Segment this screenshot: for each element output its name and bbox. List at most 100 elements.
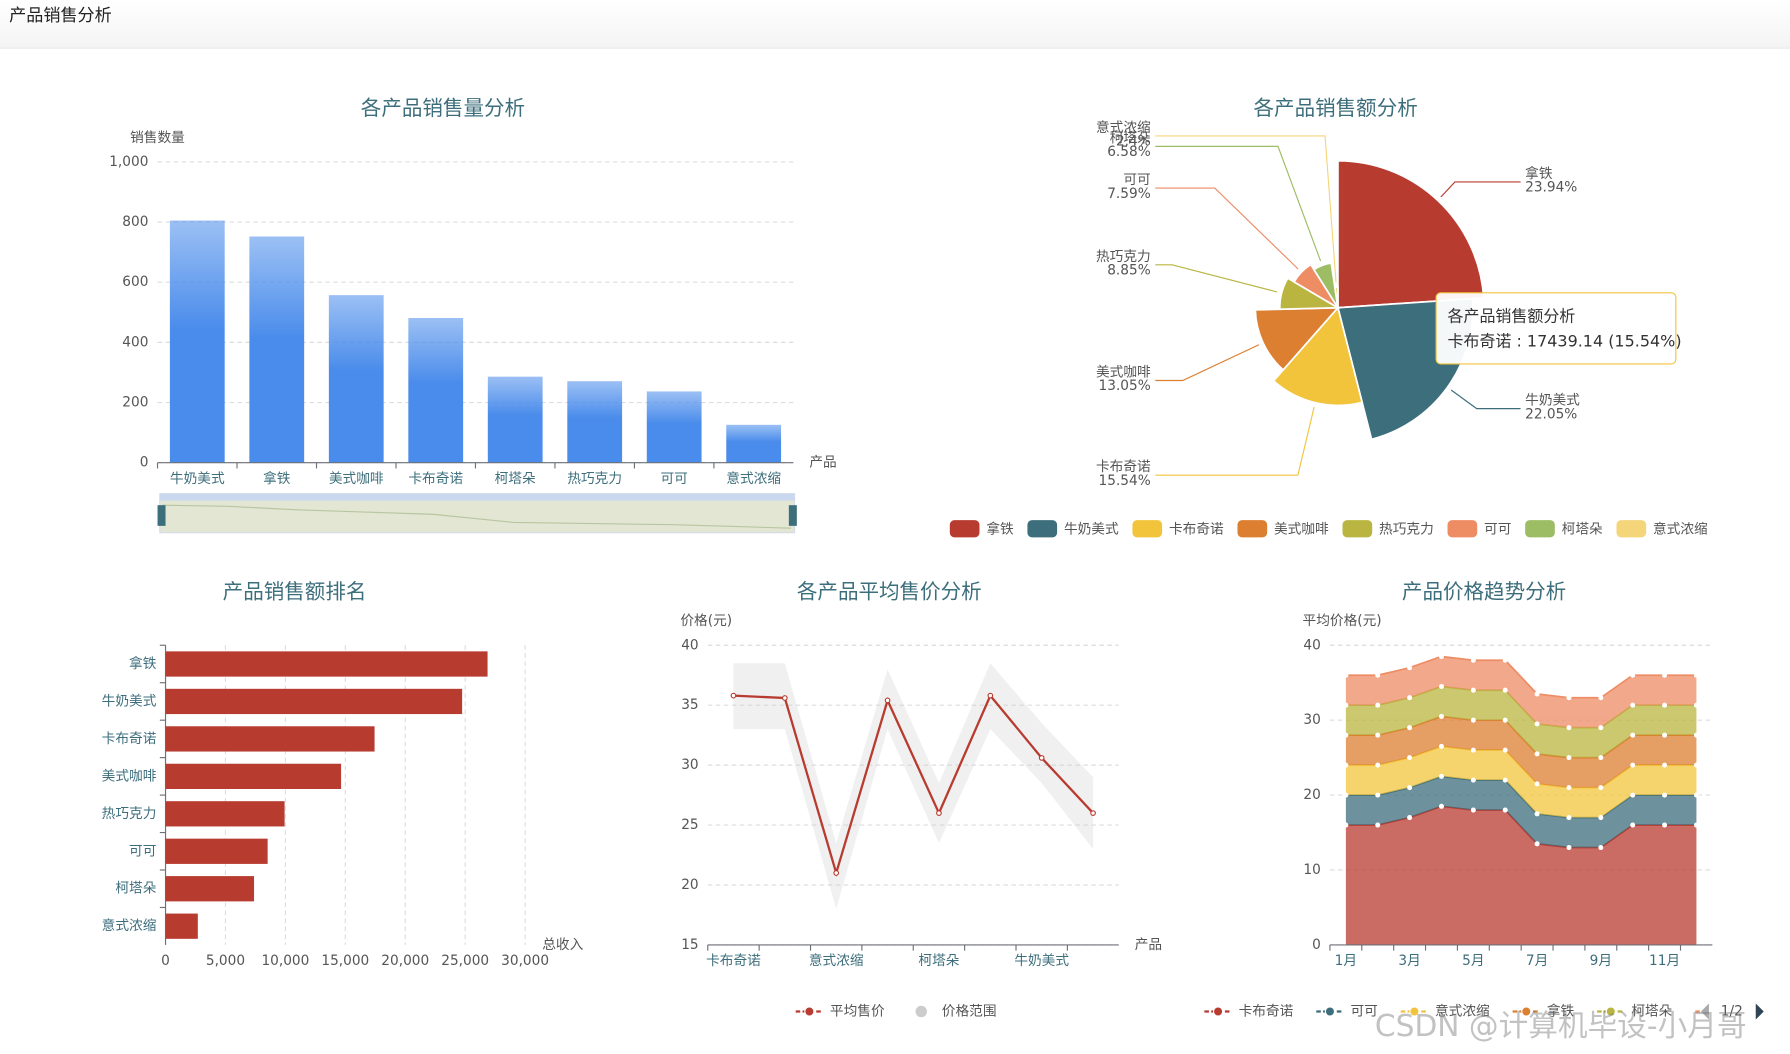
rose-slice bbox=[1272, 305, 1364, 407]
legend-item[interactable]: 牛奶美式 bbox=[1027, 520, 1119, 538]
point bbox=[1693, 762, 1699, 768]
point bbox=[1407, 665, 1413, 671]
y-axis-label: 平均价格(元) bbox=[1303, 613, 1382, 629]
legend-label: 价格范围 bbox=[942, 1003, 997, 1019]
point bbox=[1630, 822, 1636, 828]
legend-item[interactable]: 热巧克力 bbox=[1342, 520, 1434, 538]
chart-title: 产品销售额排名 bbox=[223, 579, 367, 603]
point bbox=[1375, 762, 1381, 768]
legend-swatch bbox=[1447, 520, 1478, 538]
legend-label: 平均售价 bbox=[830, 1003, 885, 1019]
point bbox=[1470, 687, 1476, 693]
rose-slice bbox=[1278, 276, 1341, 311]
line bbox=[733, 693, 1094, 878]
rose-slice bbox=[1292, 263, 1339, 309]
point bbox=[1343, 672, 1349, 678]
point bbox=[1407, 755, 1413, 761]
legend-next[interactable] bbox=[1755, 1003, 1764, 1020]
point bbox=[1566, 785, 1572, 791]
slice-label: 拿铁 bbox=[1525, 165, 1553, 182]
legend-prev[interactable] bbox=[1700, 1003, 1709, 1020]
point bbox=[1470, 657, 1476, 663]
x-tick-label: 柯塔朵 bbox=[495, 471, 536, 487]
point bbox=[1470, 807, 1476, 813]
legend-swatch bbox=[1132, 520, 1163, 538]
x-tick-label: 15,000 bbox=[321, 953, 369, 969]
legend-item[interactable]: 平均售价 bbox=[795, 1003, 885, 1020]
point bbox=[1038, 755, 1045, 761]
point bbox=[1375, 792, 1381, 798]
point bbox=[1598, 695, 1604, 701]
point bbox=[1502, 687, 1508, 693]
y-tick-label: 20 bbox=[1303, 787, 1320, 803]
legend-label: 卡布奇诺 bbox=[1169, 520, 1224, 537]
point bbox=[1662, 822, 1668, 828]
legend-item[interactable]: 价格范围 bbox=[915, 1003, 997, 1020]
slice-label: 柯塔朵 bbox=[1110, 130, 1151, 146]
x-tick-label: 7月 bbox=[1526, 953, 1548, 969]
legend-item[interactable]: 美式咖啡 bbox=[1237, 520, 1329, 538]
x-axis-label: 总收入 bbox=[542, 937, 583, 953]
x-tick-label: 拿铁 bbox=[263, 470, 291, 487]
slice-value-label: 6.58% bbox=[1107, 144, 1150, 160]
point bbox=[1438, 653, 1444, 660]
bar bbox=[165, 838, 268, 864]
legend-item[interactable]: 柯塔朵 bbox=[1597, 1003, 1673, 1020]
legend-item[interactable]: 柯塔朵 bbox=[1525, 520, 1603, 538]
point bbox=[1534, 721, 1540, 727]
point bbox=[1693, 792, 1699, 798]
point bbox=[1662, 672, 1668, 678]
legend-item[interactable]: 可可 bbox=[1447, 520, 1512, 538]
legend-page: 1/2 bbox=[1721, 1003, 1743, 1019]
point bbox=[1662, 702, 1668, 708]
legend-item[interactable]: 可可 bbox=[1316, 1003, 1378, 1020]
zoom-handle[interactable] bbox=[788, 505, 797, 526]
legend-item[interactable]: 拿铁 bbox=[949, 520, 1014, 538]
rose-slice bbox=[1312, 262, 1339, 309]
legend-item[interactable]: 意式浓缩 bbox=[1616, 520, 1708, 538]
point bbox=[1662, 732, 1668, 738]
slice-label: 可可 bbox=[1123, 172, 1150, 188]
y-tick-label: 30 bbox=[681, 757, 698, 773]
x-tick-label: 牛奶美式 bbox=[1014, 953, 1069, 969]
bar bbox=[646, 391, 702, 463]
point bbox=[1375, 822, 1381, 828]
page-title: 产品销售分析 bbox=[9, 6, 112, 26]
rose-slice bbox=[1337, 159, 1485, 309]
bar bbox=[726, 424, 782, 463]
legend-item[interactable]: 卡布奇诺 bbox=[1132, 520, 1224, 538]
point bbox=[1534, 781, 1540, 787]
area bbox=[1345, 716, 1697, 788]
rose-slice bbox=[1333, 286, 1339, 308]
legend-label: 可可 bbox=[1484, 521, 1511, 537]
x-tick-label: 25,000 bbox=[441, 953, 489, 969]
area bbox=[1345, 686, 1697, 758]
y-tick-label: 35 bbox=[681, 697, 698, 713]
legend-label: 拿铁 bbox=[1547, 1002, 1575, 1019]
data-zoom[interactable] bbox=[157, 493, 797, 534]
zoom-handle[interactable] bbox=[157, 505, 166, 526]
legend-item[interactable]: 热巧克力 bbox=[1695, 1003, 1784, 1019]
y-tick-label: 1,000 bbox=[109, 154, 148, 170]
legend-label: 热巧克力 bbox=[1379, 521, 1434, 537]
legend-item[interactable]: 卡布奇诺 bbox=[1204, 1002, 1294, 1020]
point bbox=[1534, 751, 1540, 757]
x-tick-label: 5,000 bbox=[206, 953, 245, 969]
label-line bbox=[1155, 135, 1337, 283]
slice-label: 意式浓缩 bbox=[1096, 119, 1151, 136]
y-axis-label: 价格(元) bbox=[680, 613, 732, 629]
point bbox=[1407, 695, 1413, 701]
legend-item[interactable]: 意式浓缩 bbox=[1400, 1002, 1490, 1020]
slice-value-label: 15.54% bbox=[1099, 473, 1151, 489]
bar bbox=[165, 801, 285, 827]
legend-swatch bbox=[1027, 520, 1058, 538]
legend-icon bbox=[915, 1005, 927, 1018]
legend-item[interactable]: 拿铁 bbox=[1512, 1002, 1575, 1020]
legend-swatch bbox=[1616, 520, 1647, 538]
label-line bbox=[1155, 344, 1260, 382]
label-line bbox=[1155, 145, 1322, 262]
y-tick-label: 600 bbox=[122, 274, 148, 290]
range-band bbox=[733, 663, 1094, 909]
legend-swatch bbox=[949, 520, 980, 538]
